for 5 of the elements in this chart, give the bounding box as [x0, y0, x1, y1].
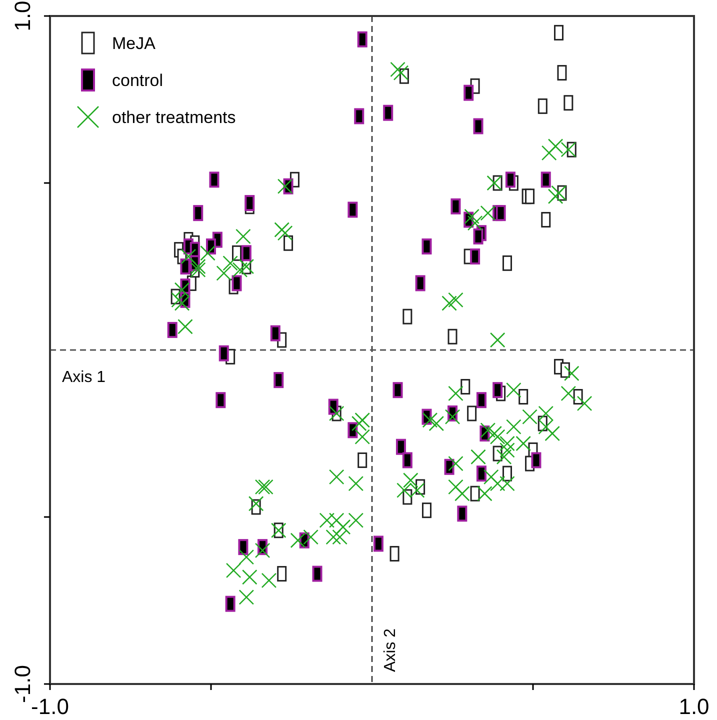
ref-line-label: Axis 1	[62, 369, 106, 386]
legend-label: other treatments	[112, 108, 236, 127]
ref-line-label: Axis 2	[382, 628, 399, 672]
legend-label: MeJA	[112, 34, 156, 53]
legend-label: control	[112, 71, 164, 90]
